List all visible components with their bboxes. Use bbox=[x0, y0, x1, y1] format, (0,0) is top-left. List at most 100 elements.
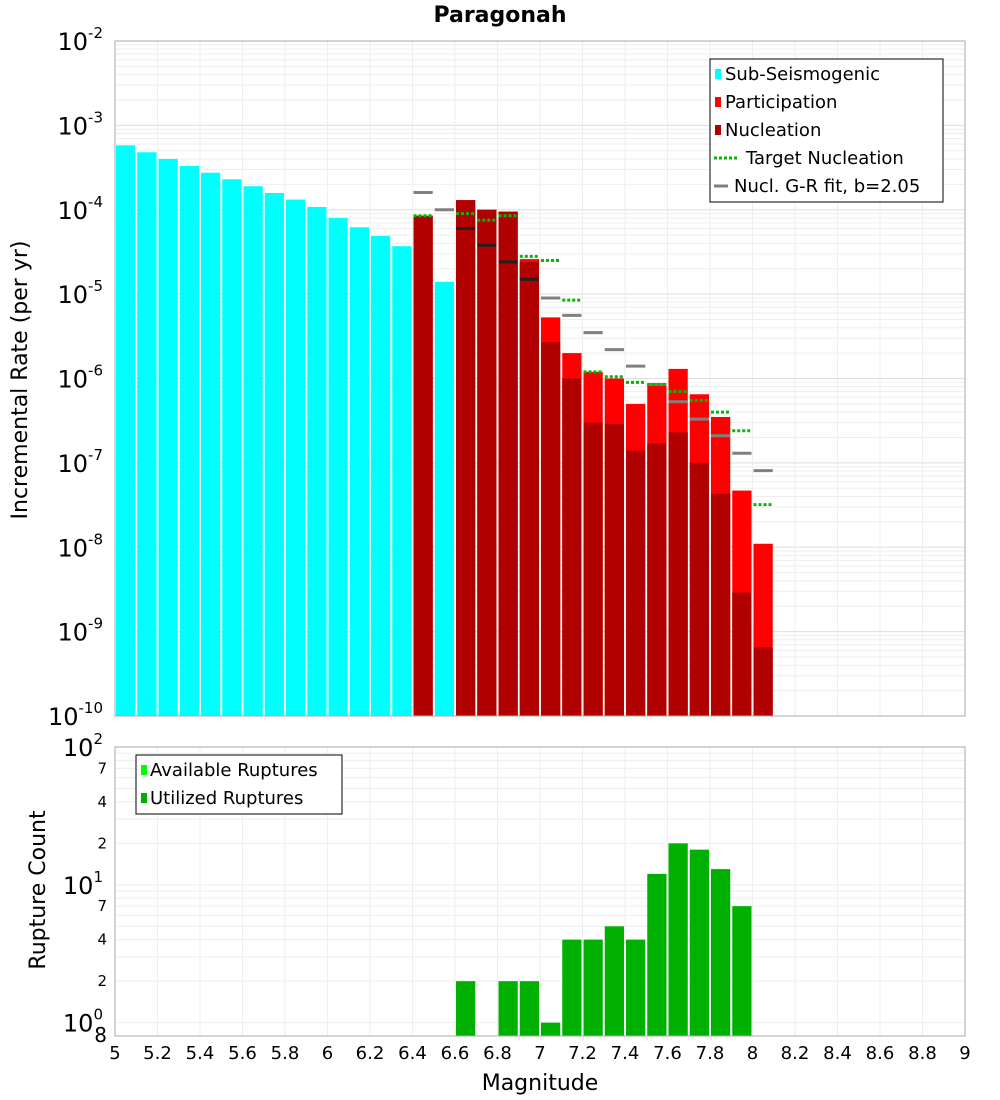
top-y-tick-label: 10-10 bbox=[48, 699, 103, 731]
sub-seismogenic-bar bbox=[264, 192, 284, 717]
utilized-ruptures-bar bbox=[541, 1022, 561, 1036]
y-tick-base: 10 bbox=[57, 28, 88, 56]
nucleation-bar bbox=[562, 378, 582, 716]
x-tick-label: 6 bbox=[322, 1043, 333, 1064]
bottom-y-tick-label: 7 bbox=[97, 897, 107, 915]
bottom-legend-box bbox=[135, 754, 343, 815]
y-tick-base: 10 bbox=[63, 872, 94, 900]
sub-seismogenic-bar bbox=[116, 145, 136, 717]
nucleation-bar bbox=[689, 462, 709, 716]
utilized-ruptures-bar bbox=[519, 981, 539, 1036]
y-tick-exponent: -9 bbox=[88, 615, 103, 633]
x-tick-label: 7.6 bbox=[653, 1043, 682, 1064]
x-axis-label: Magnitude bbox=[482, 1071, 599, 1096]
y-tick-exponent: -6 bbox=[88, 362, 103, 380]
y-tick-base: 10 bbox=[57, 450, 88, 478]
x-tick-label: 8.8 bbox=[908, 1043, 937, 1064]
utilized-ruptures-bar bbox=[562, 939, 582, 1036]
sub-seismogenic-bar bbox=[349, 227, 369, 716]
sub-seismogenic-bar bbox=[434, 281, 454, 716]
nucleation-bar bbox=[477, 209, 497, 716]
top-y-tick-label: 10-3 bbox=[57, 108, 103, 140]
y-tick-base: 10 bbox=[48, 703, 79, 731]
x-tick-label: 5.2 bbox=[143, 1043, 172, 1064]
x-tick-label: 5 bbox=[109, 1043, 120, 1064]
x-tick-label: 5.8 bbox=[271, 1043, 300, 1064]
nucleation-bar bbox=[519, 262, 539, 716]
nucleation-bar bbox=[541, 342, 561, 716]
y-tick-exponent: -10 bbox=[79, 699, 104, 717]
utilized-ruptures-bar bbox=[647, 873, 667, 1036]
x-tick-label: 5.4 bbox=[186, 1043, 215, 1064]
utilized-ruptures-bar bbox=[689, 849, 709, 1036]
sub-seismogenic-bar bbox=[243, 186, 263, 716]
y-tick-base: 10 bbox=[57, 619, 88, 647]
legend-label-sub-seismogenic: Sub-Seismogenic bbox=[725, 64, 880, 85]
nucleation-bar bbox=[647, 443, 667, 716]
top-plot-frame bbox=[114, 40, 966, 717]
nucleation-bar bbox=[732, 592, 752, 716]
legend-label-utilized-ruptures: Utilized Ruptures bbox=[150, 788, 303, 809]
y-tick-exponent: -7 bbox=[88, 446, 103, 464]
y-tick-exponent: -5 bbox=[88, 277, 103, 295]
y-tick-exponent: 2 bbox=[93, 730, 103, 748]
x-tick-label: 6.8 bbox=[483, 1043, 512, 1064]
sub-seismogenic-bar bbox=[137, 152, 157, 716]
legend-swatch-nucleation bbox=[715, 125, 721, 135]
y-tick-base: 10 bbox=[57, 366, 88, 394]
top-legend-box bbox=[709, 58, 944, 203]
top-y-tick-label: 10-6 bbox=[57, 362, 103, 394]
legend-label-g-r-fit: Nucl. G-R fit, b=2.05 bbox=[734, 176, 920, 197]
legend-swatch-sub-seismogenic bbox=[715, 69, 721, 79]
utilized-ruptures-bar bbox=[583, 939, 603, 1036]
y-tick-exponent: -3 bbox=[88, 108, 103, 126]
nucleation-bar bbox=[413, 215, 433, 717]
bottom-y-axis-label: Rupture Count bbox=[26, 810, 51, 970]
x-tick-label: 8.2 bbox=[781, 1043, 810, 1064]
bottom-plot-frame bbox=[114, 746, 966, 1037]
x-tick-label: 7 bbox=[534, 1043, 545, 1064]
x-tick-label: 6.4 bbox=[398, 1043, 427, 1064]
y-tick-exponent: 0 bbox=[93, 1006, 103, 1024]
top-y-tick-label: 10-2 bbox=[57, 24, 103, 56]
sub-seismogenic-bar bbox=[179, 166, 199, 717]
bottom-y-tick-label: 4 bbox=[97, 793, 107, 811]
bottom-y-tick-label: 8 bbox=[94, 1023, 107, 1047]
legend-swatch-available-ruptures bbox=[141, 765, 147, 775]
nucleation-bar bbox=[583, 422, 603, 716]
bottom-y-tick-label: 100 bbox=[63, 1006, 103, 1038]
y-tick-base: 10 bbox=[57, 112, 88, 140]
y-tick-exponent: -8 bbox=[88, 530, 103, 548]
sub-seismogenic-bar bbox=[286, 199, 306, 717]
utilized-ruptures-bar bbox=[456, 981, 476, 1036]
legend-swatch-participation bbox=[715, 97, 721, 107]
utilized-ruptures-bar bbox=[626, 939, 646, 1036]
y-tick-exponent: -2 bbox=[88, 24, 103, 42]
nucleation-bar bbox=[753, 647, 773, 716]
sub-seismogenic-bar bbox=[158, 158, 178, 717]
sub-seismogenic-bar bbox=[201, 172, 221, 717]
nucleation-bar bbox=[498, 211, 518, 716]
x-tick-label: 5.6 bbox=[228, 1043, 257, 1064]
legend-label-available-ruptures: Available Ruptures bbox=[150, 760, 318, 781]
y-tick-exponent: 1 bbox=[93, 868, 103, 886]
sub-seismogenic-bar bbox=[371, 235, 391, 716]
y-tick-base: 10 bbox=[63, 1010, 94, 1038]
bottom-y-tick-label: 2 bbox=[97, 834, 107, 852]
utilized-ruptures-bar bbox=[711, 869, 731, 1036]
x-tick-label: 6.6 bbox=[441, 1043, 470, 1064]
legend-label-nucleation: Nucleation bbox=[725, 120, 821, 141]
top-plot: 10-1010-910-810-710-610-510-410-310-2Sub… bbox=[48, 24, 966, 731]
bottom-y-tick-label: 101 bbox=[63, 868, 103, 900]
nucleation-bar bbox=[604, 423, 624, 716]
x-tick-label: 6.2 bbox=[356, 1043, 385, 1064]
sub-seismogenic-bar bbox=[222, 179, 242, 716]
bottom-y-tick-label: 4 bbox=[97, 931, 107, 949]
top-y-tick-label: 10-8 bbox=[57, 530, 103, 562]
y-tick-base: 10 bbox=[57, 281, 88, 309]
x-tick-label: 7.4 bbox=[611, 1043, 640, 1064]
legend-label-participation: Participation bbox=[725, 92, 837, 113]
y-tick-base: 10 bbox=[57, 197, 88, 225]
